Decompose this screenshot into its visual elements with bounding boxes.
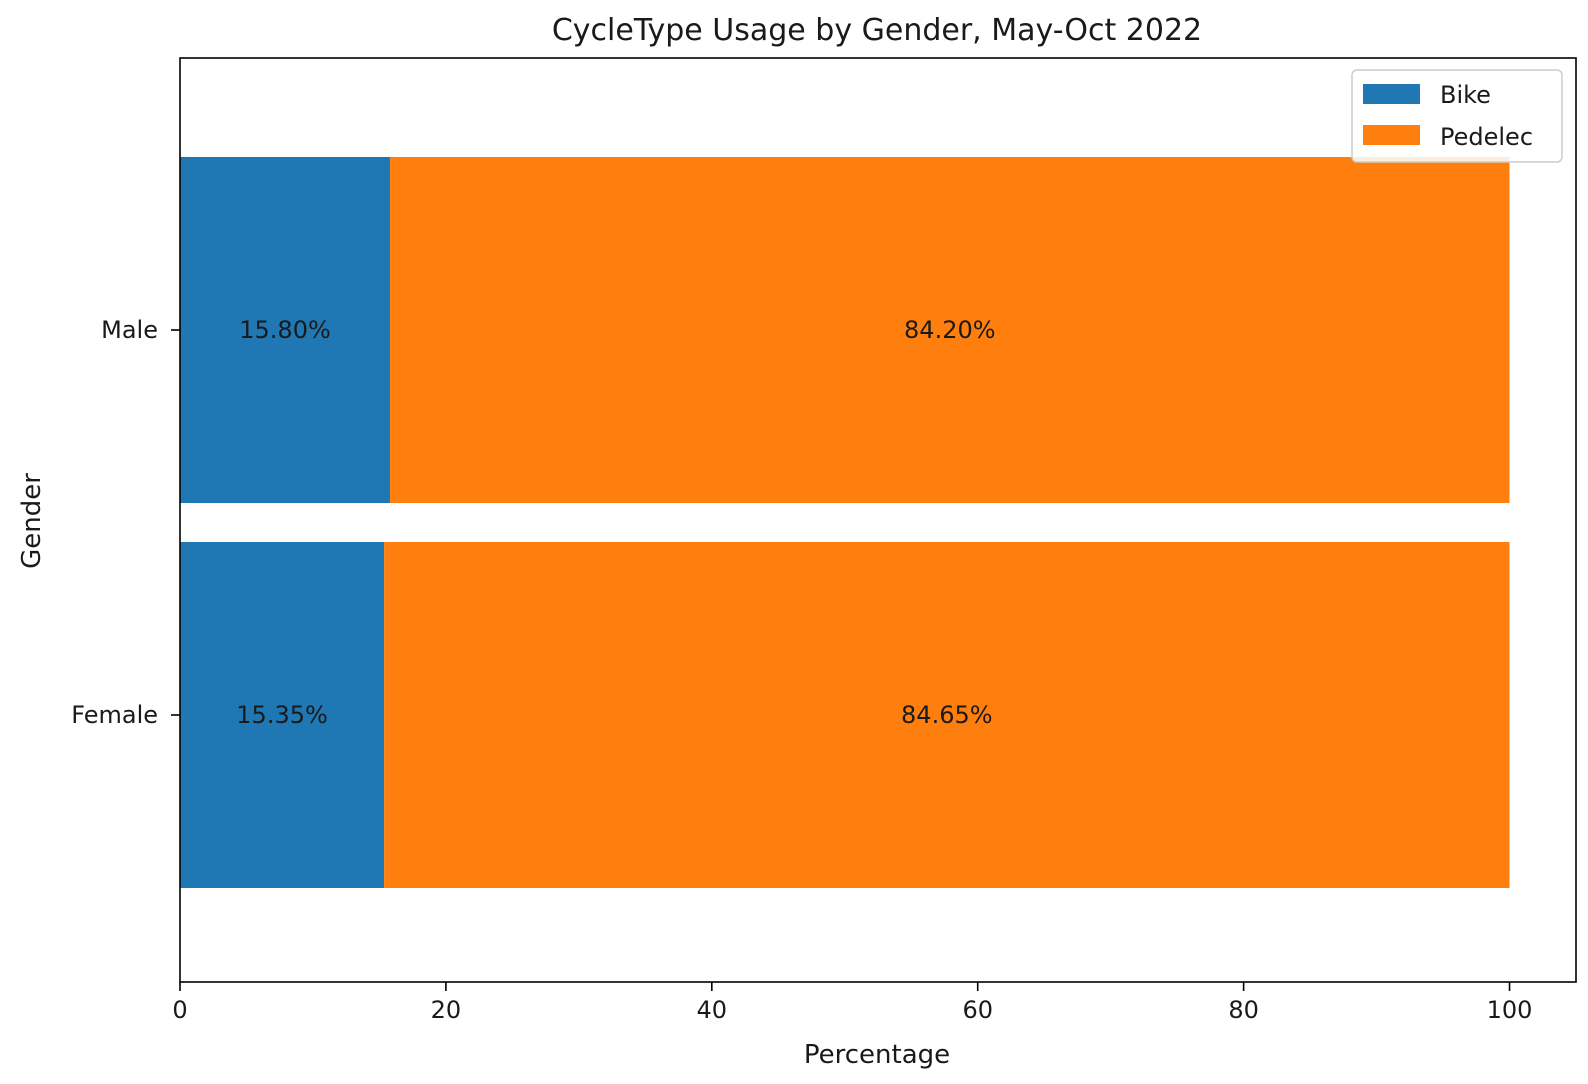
- x-axis-title: Percentage: [804, 1040, 950, 1070]
- bar-pedelec-male: [390, 157, 1510, 503]
- bar-label-pedelec-female: 84.65%: [901, 701, 993, 729]
- legend-label-pedelec: Pedelec: [1440, 123, 1533, 151]
- legend-swatch-pedelec: [1363, 125, 1420, 145]
- plot-frame: [179, 57, 1577, 983]
- chart-title: CycleType Usage by Gender, May-Oct 2022: [552, 13, 1202, 48]
- y-axis-ticks: Female Male: [71, 316, 180, 729]
- y-tick-label-female: Female: [71, 701, 158, 729]
- x-tick-label-100: 100: [1487, 996, 1533, 1024]
- bar-pedelec-female: [384, 542, 1510, 888]
- x-tick-label-0: 0: [172, 996, 187, 1024]
- bar-bike-male: [180, 157, 391, 503]
- x-tick-label-40: 40: [697, 996, 728, 1024]
- legend-label-bike: Bike: [1440, 81, 1491, 109]
- bar-label-bike-male: 15.80%: [239, 316, 331, 344]
- x-axis-ticks: 0 20 40 60 80 100: [172, 982, 1532, 1024]
- x-tick-label-20: 20: [431, 996, 462, 1024]
- bars-group: [180, 157, 1510, 888]
- bar-label-pedelec-male: 84.20%: [904, 316, 996, 344]
- x-tick-label-80: 80: [1228, 996, 1259, 1024]
- bar-label-bike-female: 15.35%: [236, 701, 328, 729]
- bar-bike-female: [180, 542, 385, 888]
- y-tick-label-male: Male: [101, 316, 158, 344]
- legend: Bike Pedelec: [1351, 69, 1563, 163]
- legend-swatch-bike: [1363, 84, 1420, 104]
- y-axis-title: Gender: [17, 473, 47, 569]
- x-tick-label-60: 60: [962, 996, 993, 1024]
- bar-labels-group: 15.35% 84.65% 15.80% 84.20%: [236, 316, 995, 729]
